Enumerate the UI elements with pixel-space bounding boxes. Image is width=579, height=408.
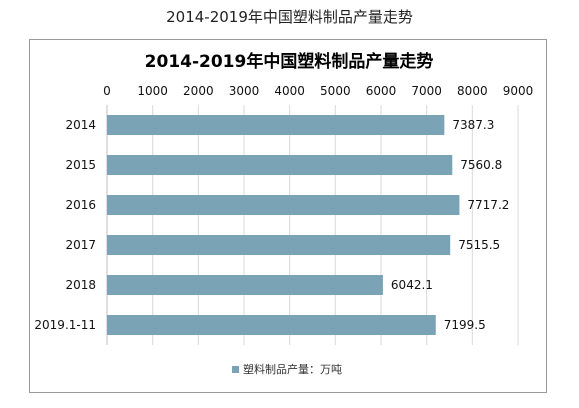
x-tick-label: 5000	[320, 84, 351, 98]
x-tick-label: 7000	[411, 84, 442, 98]
category-label: 2015	[65, 158, 96, 172]
data-label: 6042.1	[391, 278, 433, 292]
data-label: 7560.8	[460, 158, 502, 172]
category-label: 2014	[65, 118, 96, 132]
x-tick-label: 9000	[503, 84, 534, 98]
bar	[107, 115, 445, 135]
x-tick-label: 3000	[229, 84, 260, 98]
data-label: 7515.5	[458, 238, 500, 252]
category-label: 2019.1-11	[34, 318, 96, 332]
x-tick-label: 0	[103, 84, 111, 98]
category-label: 2016	[65, 198, 96, 212]
category-label: 2017	[65, 238, 96, 252]
bar	[107, 155, 453, 175]
chart-title: 2014-2019年中国塑料制品产量走势	[145, 51, 434, 72]
legend-label: 塑料制品产量：万吨	[243, 362, 342, 376]
data-label: 7717.2	[467, 198, 509, 212]
legend-swatch	[232, 366, 239, 373]
x-tick-label: 1000	[137, 84, 168, 98]
page-title: 2014-2019年中国塑料制品产量走势	[166, 8, 413, 26]
bar	[107, 315, 436, 335]
bar	[107, 275, 383, 295]
category-label: 2018	[65, 278, 96, 292]
data-label: 7387.3	[452, 118, 494, 132]
x-tick-label: 8000	[457, 84, 488, 98]
bar	[107, 235, 451, 255]
data-label: 7199.5	[444, 318, 486, 332]
x-tick-label: 2000	[183, 84, 214, 98]
x-tick-label: 6000	[366, 84, 397, 98]
x-tick-label: 4000	[274, 84, 305, 98]
bar	[107, 195, 460, 215]
